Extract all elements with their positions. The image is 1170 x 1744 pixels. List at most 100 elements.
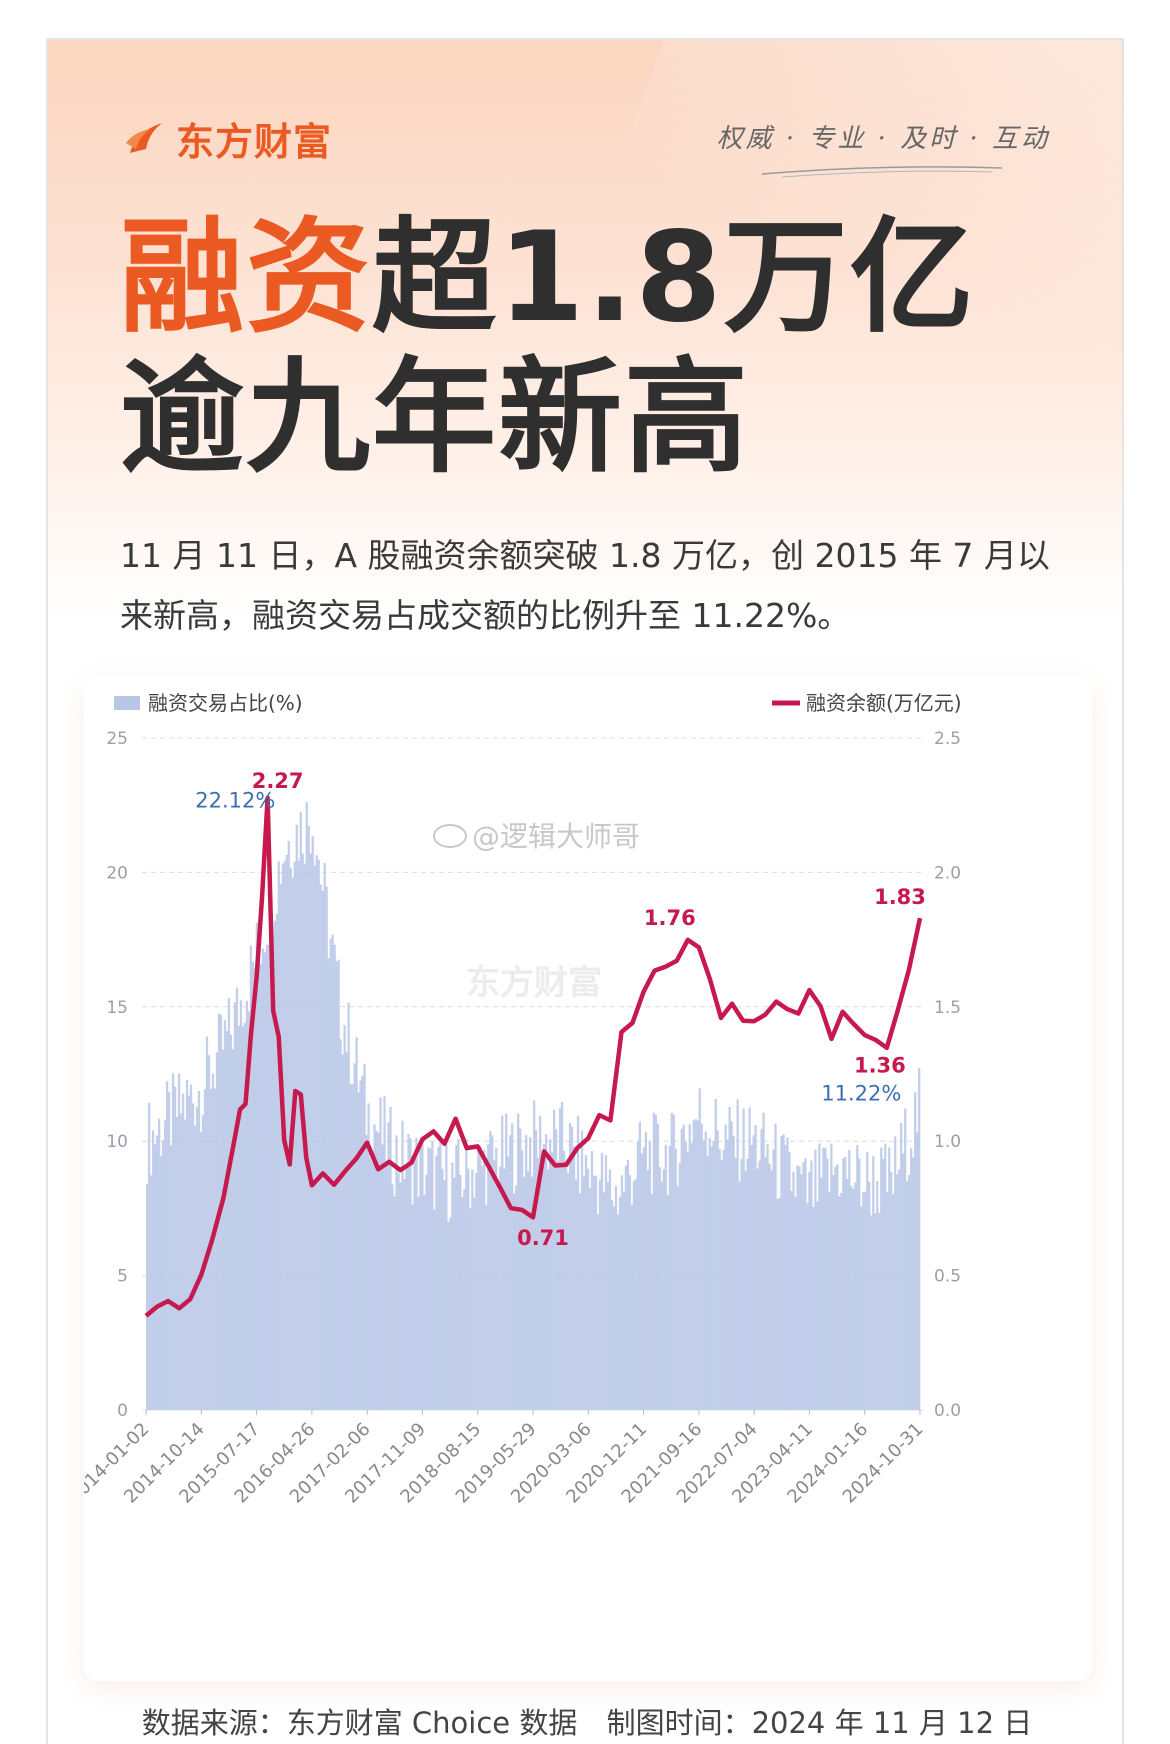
bar [309, 853, 312, 1410]
y-right-tick-label: 0.0 [934, 1401, 961, 1421]
bar [678, 1163, 681, 1410]
bar [680, 1128, 683, 1410]
legend-label-line: 融资余额(万亿元) [806, 691, 962, 715]
data-label: 22.12% [195, 788, 275, 812]
bar [335, 961, 338, 1410]
bar [596, 1214, 600, 1410]
bar [658, 1167, 661, 1410]
bar [239, 1000, 243, 1410]
bar [790, 1190, 793, 1410]
y-right-tick-label: 0.5 [934, 1267, 961, 1287]
legend-label-bars: 融资交易占比(%) [148, 691, 303, 715]
bar [590, 1151, 594, 1410]
bar [495, 1147, 498, 1410]
bar [359, 1080, 362, 1410]
bar [734, 1157, 737, 1410]
bar [443, 1180, 446, 1410]
bar [598, 1179, 602, 1410]
bar [864, 1191, 867, 1410]
brand-slogan: 权威 · 专业 · 及时 · 互动 [716, 124, 1050, 154]
bar [636, 1141, 640, 1410]
bar [295, 824, 298, 1410]
bar [255, 922, 259, 1410]
bar [215, 1052, 219, 1410]
bar [425, 1174, 428, 1410]
bar [353, 1063, 356, 1410]
bar [600, 1152, 604, 1410]
bar [876, 1180, 879, 1410]
bar [251, 961, 255, 1410]
bar [746, 1158, 749, 1410]
bar [628, 1175, 632, 1410]
bar [610, 1199, 614, 1410]
bar [455, 1144, 458, 1410]
bar [417, 1196, 420, 1410]
bar [273, 920, 276, 1410]
bar [331, 934, 334, 1410]
bar [758, 1160, 761, 1410]
bar [471, 1169, 474, 1410]
bar [511, 1123, 514, 1410]
bar [552, 1109, 556, 1410]
bar [151, 1130, 155, 1410]
bar [207, 1055, 211, 1410]
bar [838, 1196, 841, 1410]
bar [910, 1148, 913, 1410]
bar [149, 1175, 153, 1410]
bar [612, 1206, 616, 1410]
bar [327, 958, 330, 1410]
bar [171, 1073, 175, 1410]
bar [846, 1179, 849, 1410]
bar [744, 1170, 747, 1410]
bar [381, 1144, 384, 1410]
brand-logo: 东方财富 [122, 110, 332, 166]
bar [233, 1002, 237, 1410]
bar [395, 1135, 398, 1410]
bar [898, 1169, 901, 1410]
bar [277, 861, 280, 1410]
bar [469, 1208, 472, 1410]
bar [620, 1175, 624, 1410]
bar [351, 1084, 354, 1410]
bar [317, 859, 320, 1410]
bar [163, 1120, 167, 1410]
bar [828, 1191, 831, 1410]
slogan-underline [762, 166, 1002, 178]
y-right-tick-label: 1.5 [934, 998, 961, 1018]
bar [644, 1131, 648, 1410]
data-label: 0.71 [517, 1226, 569, 1250]
bar [812, 1206, 815, 1410]
bar [503, 1168, 506, 1410]
bar [297, 860, 300, 1410]
bar [606, 1182, 610, 1410]
bar [824, 1147, 827, 1410]
bar [431, 1141, 434, 1410]
bar [546, 1169, 550, 1410]
bar [592, 1175, 596, 1410]
bar [419, 1140, 422, 1410]
bar [764, 1157, 767, 1410]
bar [189, 1084, 193, 1410]
bar [868, 1181, 871, 1410]
bar [542, 1143, 546, 1410]
bar [243, 1022, 247, 1410]
bar [604, 1155, 608, 1410]
bar [900, 1123, 903, 1410]
bar [558, 1107, 562, 1410]
bar [854, 1182, 857, 1410]
bar [882, 1159, 885, 1410]
bar [423, 1194, 426, 1410]
bar [650, 1193, 653, 1410]
bar [275, 913, 278, 1410]
bar [146, 1184, 149, 1410]
bar [844, 1156, 847, 1410]
bar [257, 949, 261, 1410]
y-left-tick-label: 10 [106, 1132, 128, 1152]
bar [736, 1099, 739, 1410]
bar [193, 1125, 197, 1410]
bar [451, 1162, 454, 1410]
bar [702, 1140, 705, 1410]
bar [407, 1134, 410, 1410]
bar [816, 1201, 819, 1410]
bar [449, 1217, 452, 1410]
